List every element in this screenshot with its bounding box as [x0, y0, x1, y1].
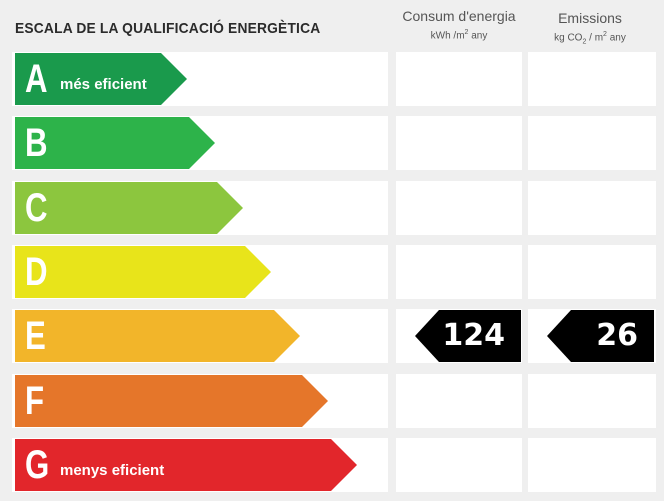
- consum-cell: [396, 245, 522, 299]
- scale-cell: D: [12, 245, 388, 299]
- rating-row-e: E 124 26: [12, 309, 664, 363]
- rating-row-f: F: [12, 374, 664, 428]
- rating-letter: B: [25, 121, 48, 165]
- rating-letter: E: [25, 314, 46, 358]
- scale-cell: C: [12, 181, 388, 235]
- rating-row-d: D: [12, 245, 664, 299]
- rating-letter: A: [25, 57, 48, 101]
- scale-cell: F: [12, 374, 388, 428]
- rating-letter: F: [25, 379, 45, 423]
- rating-row-c: C: [12, 181, 664, 235]
- consum-cell: [396, 52, 522, 106]
- consum-cell: 124: [396, 309, 522, 363]
- emissions-value-badge: 26: [547, 310, 654, 362]
- rating-letter: C: [25, 186, 48, 230]
- rating-letter: D: [25, 250, 48, 294]
- consum-cell: [396, 438, 522, 492]
- rating-sublabel: més eficient: [60, 76, 147, 93]
- badge-value: 124: [442, 318, 505, 353]
- consum-value-badge: 124: [415, 310, 521, 362]
- emissions-cell: [528, 52, 656, 106]
- emissions-cell: [528, 438, 656, 492]
- emissions-cell: [528, 181, 656, 235]
- rating-arrow-b: B: [15, 117, 215, 169]
- emissions-cell: [528, 116, 656, 170]
- emissions-header: Emissions kg CO2 / m2 any: [528, 9, 652, 50]
- scale-cell: E: [12, 309, 388, 363]
- rating-arrow-c: C: [15, 182, 243, 234]
- consum-cell: [396, 374, 522, 428]
- scale-title: ESCALA DE LA QUALIFICACIÓ ENERGÈTICA: [15, 20, 321, 37]
- emissions-unit: kg CO2 / m2 any: [554, 31, 626, 46]
- emissions-cell: 26: [528, 309, 656, 363]
- consum-header: Consum d'energia kWh /m2 any: [396, 7, 522, 44]
- emissions-cell: [528, 245, 656, 299]
- consum-unit: kWh /m2 any: [430, 29, 488, 42]
- rating-arrow-f: F: [15, 375, 328, 427]
- consum-cell: [396, 116, 522, 170]
- rating-row-b: B: [12, 116, 664, 170]
- emissions-title: Emissions: [558, 10, 622, 26]
- rating-arrow-d: D: [15, 246, 271, 298]
- emissions-cell: [528, 374, 656, 428]
- consum-cell: [396, 181, 522, 235]
- rating-letter: G: [25, 443, 50, 487]
- rating-sublabel: menys eficient: [60, 462, 165, 479]
- consum-title: Consum d'energia: [402, 8, 516, 24]
- badge-value: 26: [596, 318, 638, 353]
- rating-arrow-e: E: [15, 310, 300, 362]
- scale-cell: B: [12, 116, 388, 170]
